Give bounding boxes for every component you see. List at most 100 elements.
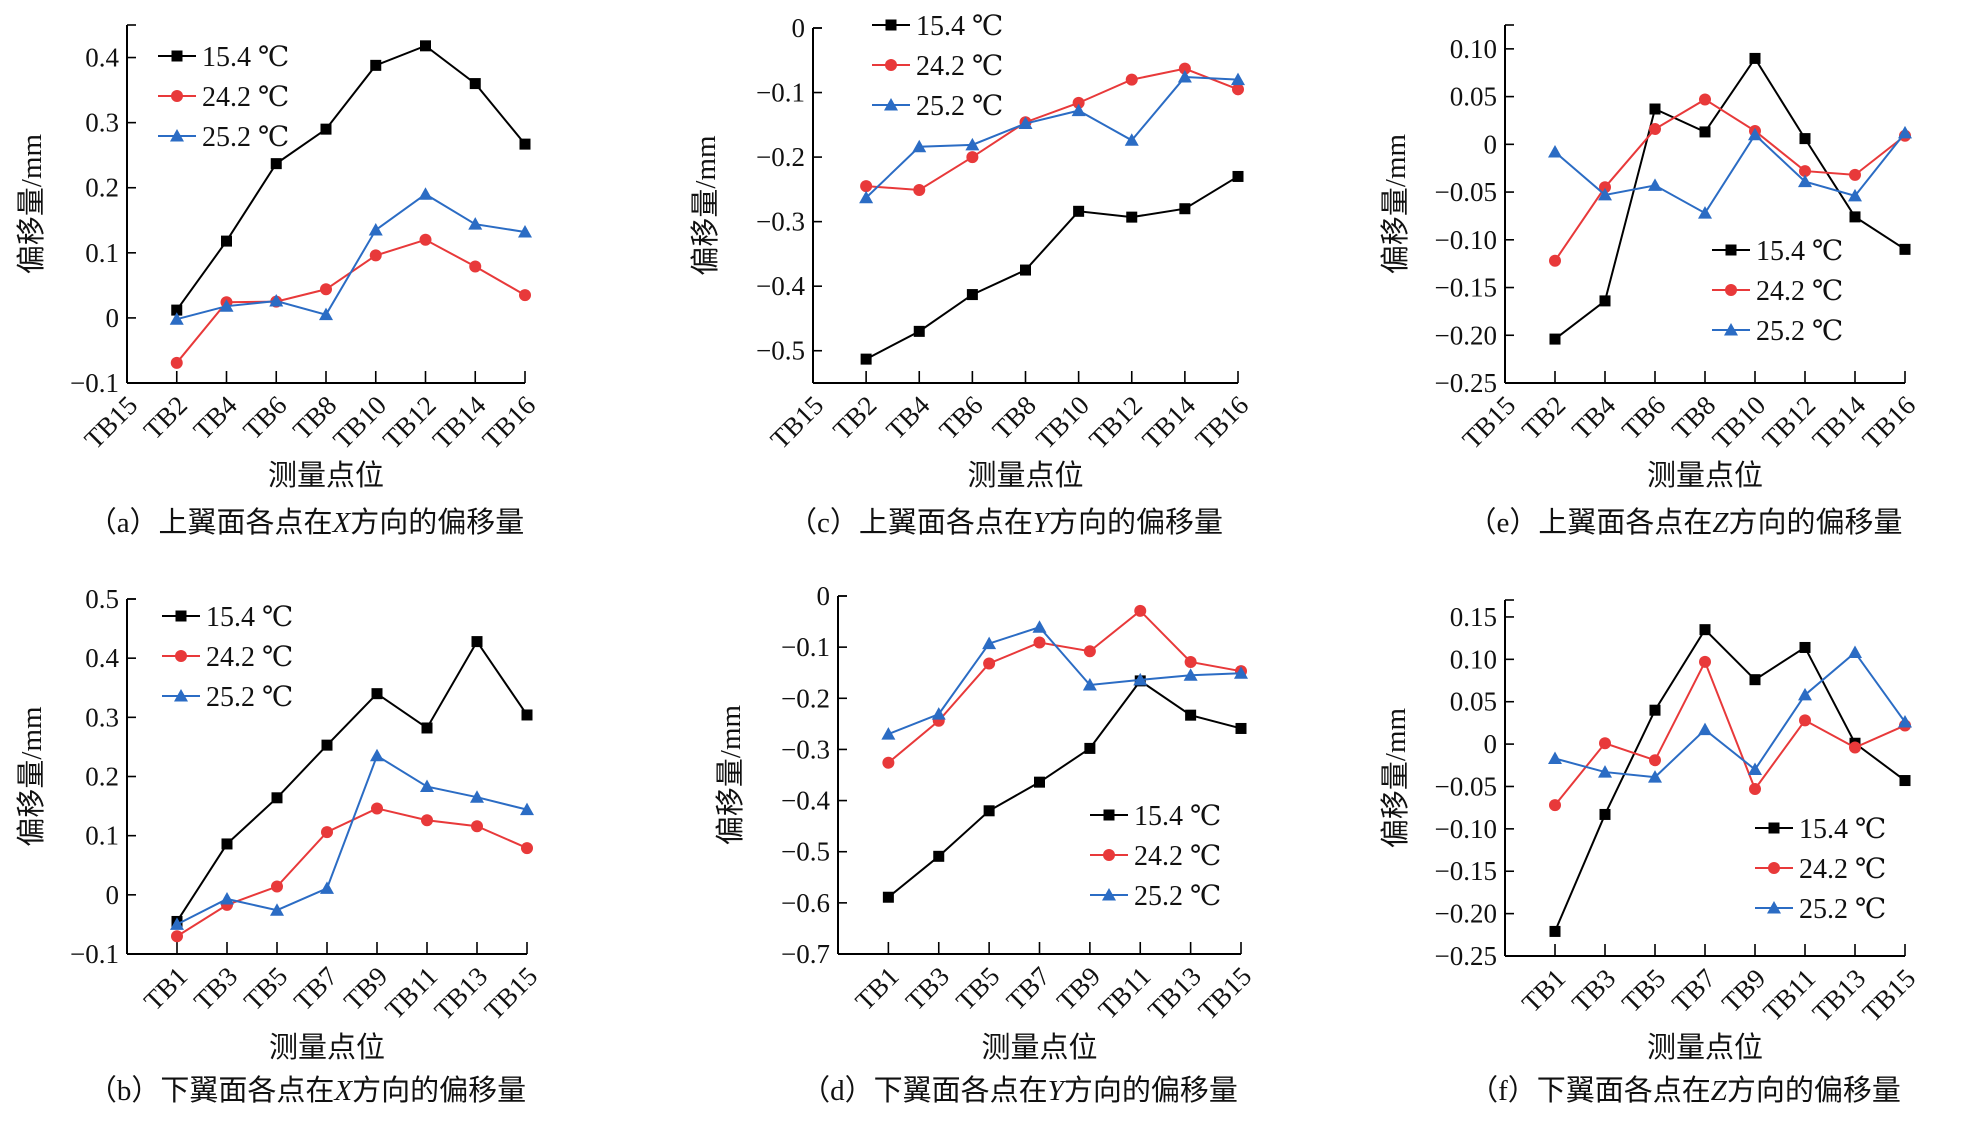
triangle-marker	[1724, 323, 1738, 336]
circle-marker	[1725, 284, 1737, 296]
caption-suffix: 方向的偏移量	[1729, 506, 1903, 539]
x-axis-title: 测量点位	[1647, 1031, 1763, 1064]
series-line	[1554, 132, 1906, 215]
x-tick-label: TB6	[933, 390, 988, 445]
triangle-marker	[420, 779, 434, 793]
triangle-marker	[1648, 178, 1662, 191]
circle-marker	[1849, 168, 1861, 181]
x-tick-label: TB16	[1190, 390, 1255, 455]
caption-prefix: （b）下翼面各点在	[88, 1074, 335, 1107]
triangle-marker	[1848, 645, 1862, 659]
circle-marker	[860, 180, 873, 193]
x-tick-label: TB6	[237, 390, 292, 445]
triangle-marker	[1648, 770, 1662, 783]
x-tick-label: TB2	[1516, 390, 1571, 445]
y-tick-label: −0.25	[1435, 941, 1497, 971]
square-marker	[1899, 243, 1911, 255]
y-tick-label: −0.15	[1435, 856, 1497, 886]
triangle-marker	[1102, 888, 1116, 901]
circle-marker	[1033, 636, 1046, 649]
circle-marker	[1599, 737, 1611, 750]
circle-marker	[1699, 93, 1711, 106]
circle-marker	[885, 59, 897, 71]
square-marker	[171, 304, 183, 316]
x-tick-label: TB5	[238, 961, 293, 1016]
circle-marker	[321, 826, 333, 839]
square-marker	[1768, 822, 1780, 834]
chart-caption: （d）下翼面各点在Y方向的偏移量	[801, 1074, 1238, 1107]
legend-label: 24.2 ℃	[202, 82, 289, 113]
series-24.2	[882, 604, 1247, 769]
y-tick-label: 0.05	[1450, 687, 1497, 717]
x-tick-label: TB2	[138, 390, 193, 445]
chart-d: −0.7−0.6−0.5−0.4−0.3−0.2−0.10TB1TB3TB5TB…	[714, 581, 1257, 1107]
square-marker	[420, 40, 431, 52]
square-marker	[1725, 244, 1737, 256]
triangle-marker	[1898, 125, 1912, 139]
series-15.4	[882, 675, 1247, 903]
circle-marker	[1549, 254, 1561, 267]
x-tick-label: TB14	[1807, 390, 1872, 455]
triangle-marker	[1124, 133, 1139, 146]
x-tick-label: TB12	[1083, 390, 1148, 455]
y-tick-label: −0.1	[781, 632, 830, 662]
x-tick-label: TB11	[1757, 963, 1821, 1027]
triangle-marker	[1767, 901, 1781, 914]
triangle-marker	[1018, 116, 1033, 130]
circle-marker	[421, 814, 433, 827]
triangle-marker	[1548, 751, 1562, 765]
series-24.2	[1549, 93, 1911, 267]
triangle-marker	[1082, 677, 1097, 691]
x-axis-title: 测量点位	[269, 1031, 385, 1064]
circle-marker	[882, 756, 895, 769]
y-tick-label: −0.05	[1435, 177, 1497, 207]
y-tick-label: 0.4	[85, 643, 119, 673]
series-15.4	[860, 170, 1244, 365]
series-15.4	[1549, 52, 1911, 345]
square-marker	[1799, 641, 1811, 653]
legend-label: 25.2 ℃	[916, 91, 1003, 122]
y-tick-label: 0	[1484, 729, 1498, 759]
triangle-marker	[219, 299, 234, 312]
x-tick-label: TB4	[188, 390, 244, 446]
square-marker	[1034, 776, 1045, 788]
triangle-marker	[912, 139, 927, 153]
chart-b: −0.100.10.20.30.40.5TB1TB3TB5TB7TB9TB11T…	[15, 584, 543, 1107]
caption-prefix: （a）上翼面各点在	[88, 506, 333, 539]
x-tick-label: TB14	[1136, 390, 1201, 455]
x-tick-label: TB15	[79, 390, 144, 455]
triangle-marker	[1032, 620, 1047, 633]
chart-caption: （f）下翼面各点在Z方向的偏移量	[1469, 1074, 1901, 1107]
y-tick-label: −0.2	[781, 683, 830, 713]
triangle-marker	[1798, 174, 1812, 188]
circle-marker	[171, 90, 183, 102]
series-24.2	[170, 233, 531, 369]
x-tick-label: TB13	[1142, 961, 1207, 1026]
caption-axis-letter: X	[333, 1075, 353, 1107]
square-marker	[983, 805, 995, 817]
triangle-marker	[881, 727, 896, 740]
caption-axis-letter: Z	[1711, 1075, 1728, 1107]
triangle-marker	[1848, 188, 1862, 202]
circle-marker	[170, 356, 183, 369]
series-line	[175, 44, 526, 311]
triangle-marker	[1898, 715, 1912, 728]
x-tick-label: TB14	[427, 390, 492, 455]
circle-marker	[1125, 73, 1138, 86]
series-25.2	[170, 748, 534, 930]
triangle-marker	[965, 137, 980, 151]
x-tick-label: TB12	[1757, 390, 1822, 455]
triangle-marker	[1234, 666, 1248, 679]
caption-axis-letter: Z	[1712, 507, 1729, 539]
circle-marker	[1649, 754, 1661, 767]
legend-label: 25.2 ℃	[206, 682, 293, 713]
y-tick-label: 0.3	[85, 108, 119, 138]
square-marker	[521, 709, 533, 721]
triangle-marker	[319, 307, 333, 321]
x-tick-label: TB15	[479, 961, 544, 1026]
circle-marker	[1649, 123, 1661, 136]
triangle-marker	[368, 223, 383, 236]
caption-prefix: （f）下翼面各点在	[1469, 1074, 1711, 1107]
legend-label: 15.4 ℃	[206, 602, 293, 633]
y-tick-label: 0.3	[85, 702, 119, 732]
